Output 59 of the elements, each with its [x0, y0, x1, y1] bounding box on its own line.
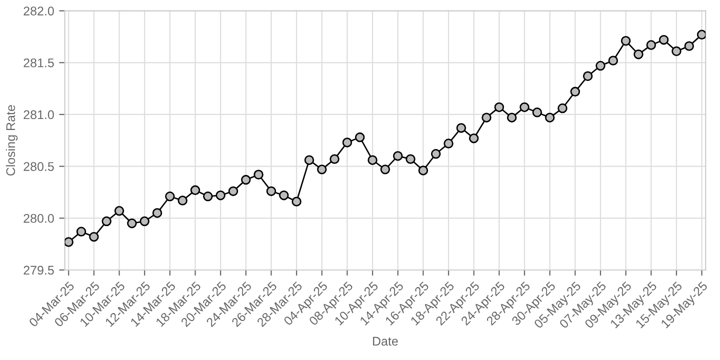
point [696, 30, 706, 40]
point [468, 133, 479, 144]
point [190, 185, 200, 196]
y-tick-label: 281.0 [24, 110, 54, 120]
point [368, 155, 378, 165]
point [241, 174, 251, 185]
point [102, 216, 112, 226]
point [279, 190, 289, 200]
point [342, 138, 352, 148]
point [165, 192, 175, 202]
point [114, 206, 124, 216]
point [380, 164, 390, 174]
point [658, 34, 669, 45]
y-tick-label: 280.0 [24, 214, 54, 223]
point [127, 218, 137, 228]
point [532, 108, 542, 118]
point [634, 49, 644, 60]
point [482, 112, 492, 122]
point [292, 196, 302, 206]
y-tick-label: 279.5 [24, 266, 54, 275]
point [684, 41, 694, 51]
point [596, 60, 606, 71]
point [140, 216, 150, 226]
point [254, 170, 264, 180]
point [178, 196, 188, 206]
x-axis-title: Date [373, 336, 398, 346]
point [456, 123, 466, 133]
point [430, 149, 441, 159]
y-tick-label: 281.5 [24, 58, 54, 68]
point [582, 71, 593, 81]
point [89, 232, 99, 242]
point [152, 208, 162, 218]
point [406, 154, 416, 164]
point [203, 192, 213, 202]
y-axis-title: Closing Rate [6, 105, 18, 176]
point [304, 155, 314, 165]
point [558, 103, 568, 114]
point [646, 40, 656, 50]
point [317, 164, 327, 174]
point [355, 132, 365, 142]
point [266, 186, 276, 196]
point [393, 151, 403, 161]
point [418, 166, 428, 176]
point [330, 154, 340, 164]
point [608, 56, 618, 66]
point [444, 138, 454, 148]
y-tick-label: 280.5 [24, 162, 54, 171]
point [494, 102, 504, 112]
point [506, 112, 517, 122]
y-tick-label: 282.0 [24, 6, 54, 16]
point [620, 36, 631, 46]
point [672, 46, 682, 56]
point [64, 237, 74, 247]
point [216, 190, 226, 200]
point [544, 112, 555, 122]
point [76, 226, 86, 236]
point [570, 86, 580, 97]
point [520, 102, 530, 112]
point [228, 186, 238, 196]
